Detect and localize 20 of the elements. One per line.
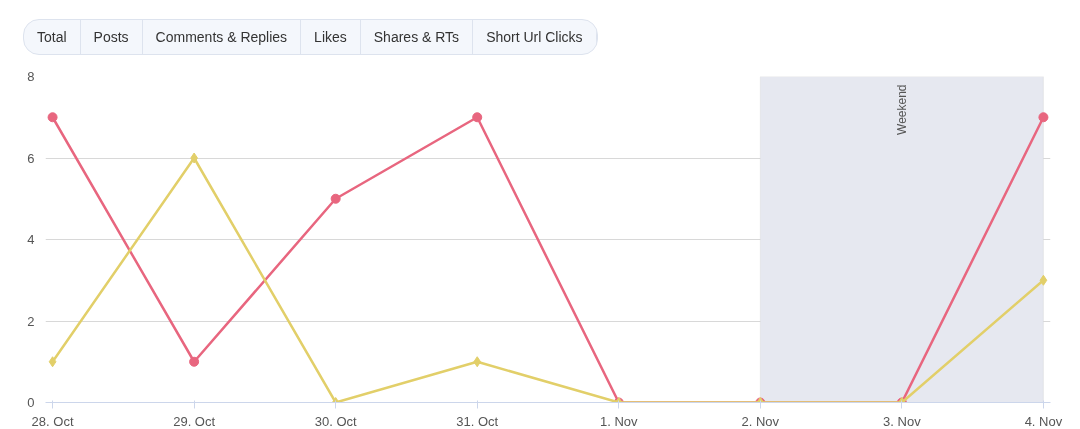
text: Comments & Replies (142, 20, 302, 54)
x-tick-label: 2. Nov (741, 413, 780, 429)
x-tick-label: 3. Nov (883, 413, 922, 429)
x-tick-label: 29. Oct (173, 413, 216, 429)
x-tick-label: 4. Nov (1024, 413, 1063, 429)
x-tick-label: 1. Nov (599, 413, 639, 429)
y-tick-label: 0 (27, 395, 35, 410)
x-tick-label: 31. Oct (456, 413, 499, 429)
y-tick-label: 4 (27, 232, 35, 247)
y-tick-label: 8 (27, 69, 35, 84)
y-tick-label: 2 (27, 313, 35, 329)
text: Posts (80, 20, 143, 54)
x-tick-label: 28. Oct (31, 413, 74, 429)
text: Likes (301, 20, 361, 54)
y-tick-label: 6 (27, 150, 35, 166)
text: Short Url Clicks (473, 20, 597, 54)
band-label: Weekend (894, 84, 909, 135)
text: Shares & RTs (360, 20, 474, 54)
x-tick-label: 30. Oct (314, 413, 358, 429)
text: Total (24, 20, 81, 54)
